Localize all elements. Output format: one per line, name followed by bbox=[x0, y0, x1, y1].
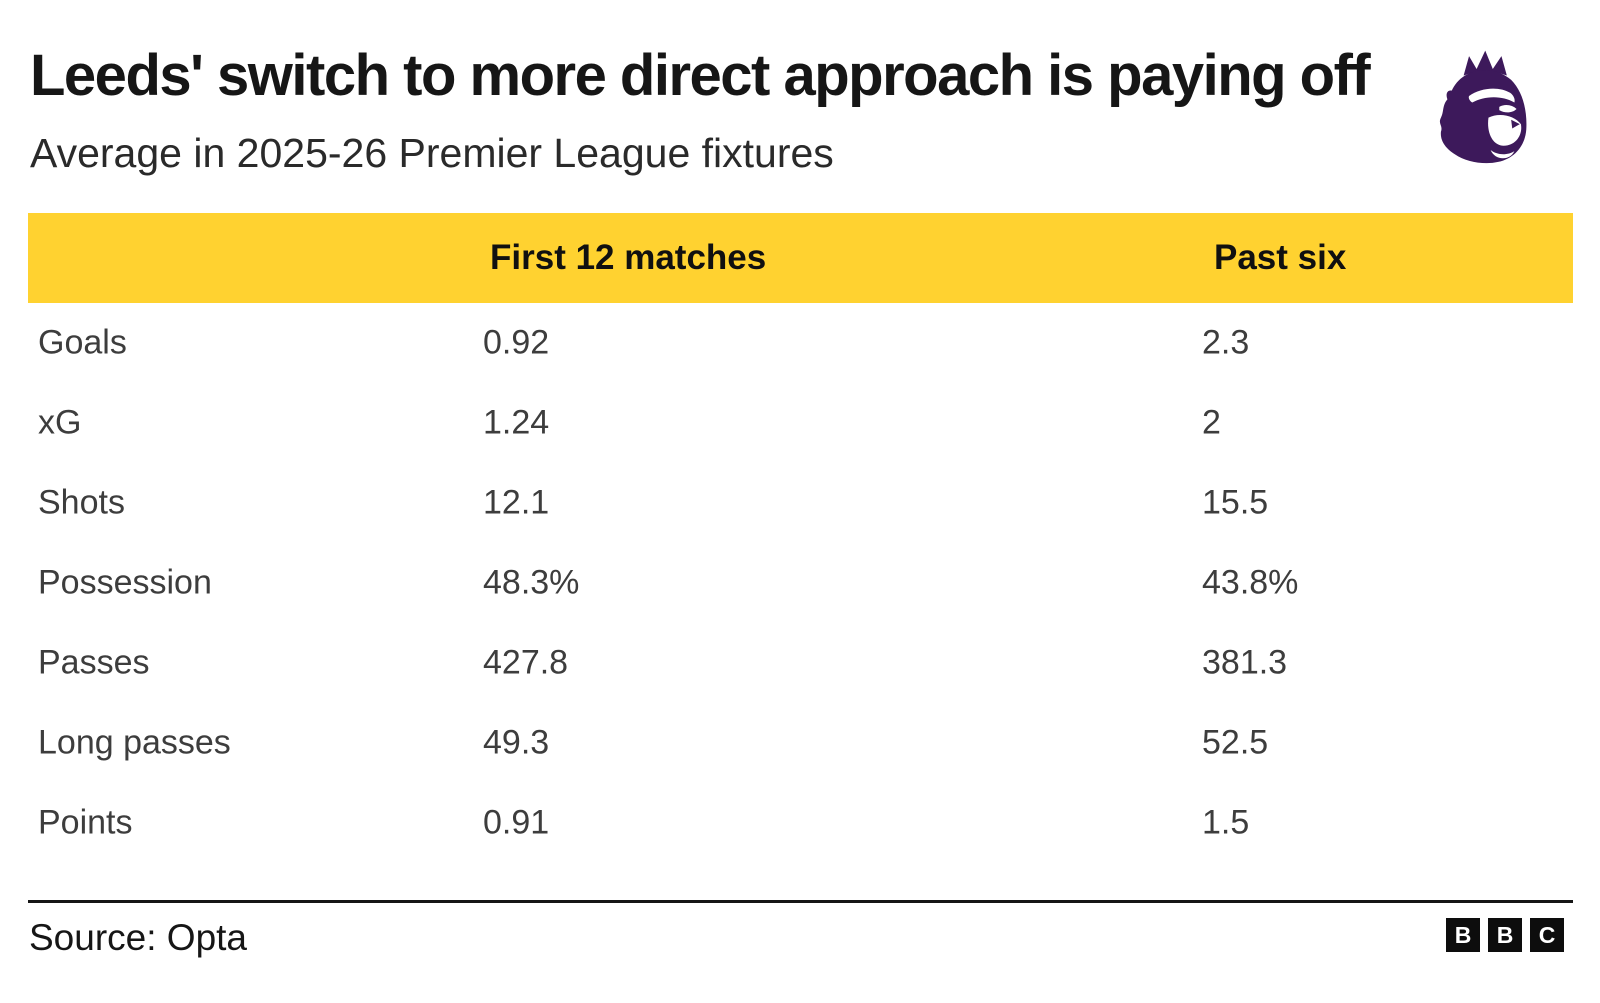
row-value-first-12: 427.8 bbox=[483, 643, 569, 682]
page-subtitle: Average in 2025-26 Premier League fixtur… bbox=[30, 130, 834, 176]
table-row: Points 0.91 1.5 bbox=[28, 783, 1573, 863]
table-body: Goals 0.92 2.3 xG 1.24 2 Shots 12.1 15.5 Possessi… bbox=[28, 303, 1573, 863]
footer-divider bbox=[28, 900, 1573, 903]
row-value-past-six: 52.5 bbox=[1202, 723, 1269, 762]
column-header-first-12: First 12 matches bbox=[490, 238, 767, 277]
row-value-first-12: 1.24 bbox=[483, 403, 550, 442]
table-row: Passes 427.8 381.3 bbox=[28, 623, 1573, 703]
row-label: Points bbox=[38, 803, 133, 842]
table-row: xG 1.24 2 bbox=[28, 383, 1573, 463]
row-label: Goals bbox=[38, 323, 127, 362]
column-header-past-six: Past six bbox=[1214, 238, 1347, 277]
row-value-first-12: 48.3% bbox=[483, 563, 580, 602]
bbc-logo: B B C bbox=[1446, 918, 1564, 952]
row-label: Possession bbox=[38, 563, 212, 602]
row-value-past-six: 43.8% bbox=[1202, 563, 1299, 602]
table-header-row: First 12 matches Past six bbox=[28, 213, 1573, 303]
row-label: Long passes bbox=[38, 723, 231, 762]
row-value-first-12: 0.91 bbox=[483, 803, 550, 842]
row-value-first-12: 49.3 bbox=[483, 723, 550, 762]
bbc-logo-block: B bbox=[1488, 918, 1522, 952]
page-title: Leeds' switch to more direct approach is… bbox=[30, 43, 1371, 108]
premier-league-lion-icon bbox=[1428, 45, 1536, 173]
table-row: Shots 12.1 15.5 bbox=[28, 463, 1573, 543]
row-value-first-12: 12.1 bbox=[483, 483, 550, 522]
row-value-past-six: 381.3 bbox=[1202, 643, 1288, 682]
bbc-logo-block: B bbox=[1446, 918, 1480, 952]
row-value-past-six: 15.5 bbox=[1202, 483, 1269, 522]
table-row: Possession 48.3% 43.8% bbox=[28, 543, 1573, 623]
row-label: Passes bbox=[38, 643, 150, 682]
table-row: Goals 0.92 2.3 bbox=[28, 303, 1573, 383]
row-value-past-six: 2.3 bbox=[1202, 323, 1250, 362]
row-label: xG bbox=[38, 403, 82, 442]
row-value-first-12: 0.92 bbox=[483, 323, 550, 362]
table-row: Long passes 49.3 52.5 bbox=[28, 703, 1573, 783]
bbc-logo-block: C bbox=[1530, 918, 1564, 952]
row-value-past-six: 1.5 bbox=[1202, 803, 1250, 842]
row-value-past-six: 2 bbox=[1202, 403, 1221, 442]
row-label: Shots bbox=[38, 483, 125, 522]
source-label: Source: Opta bbox=[29, 917, 248, 958]
